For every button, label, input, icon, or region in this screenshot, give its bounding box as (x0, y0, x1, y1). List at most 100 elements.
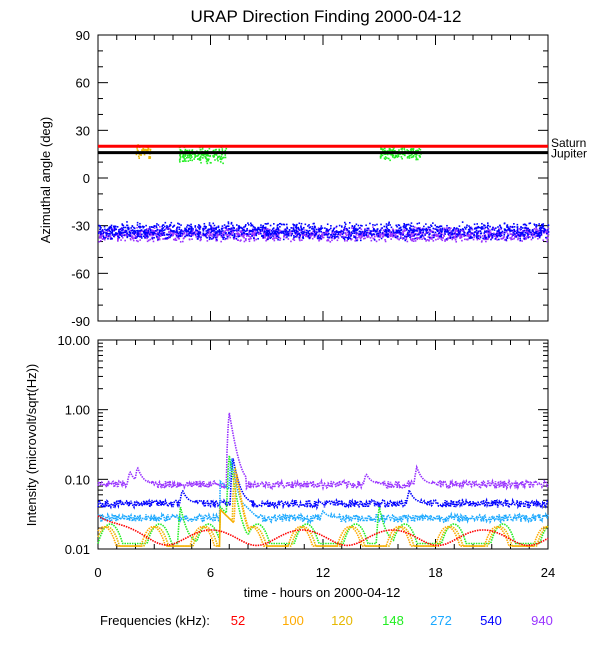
azimuth-point-540 (222, 230, 224, 232)
azimuth-point-540 (399, 229, 401, 232)
azimuth-point-940 (200, 238, 202, 241)
azimuth-point-540 (128, 230, 131, 233)
azimuth-point-540 (110, 237, 113, 239)
azimuth-point-940 (203, 228, 206, 230)
azimuth-point-940 (222, 232, 225, 234)
azimuth-point-540 (364, 230, 367, 233)
azimuth-point-940 (364, 233, 366, 236)
azimuth-point-540 (302, 230, 304, 233)
azimuth-point-540 (342, 230, 344, 233)
azimuth-point-540 (292, 223, 294, 226)
azimuth-point-540 (100, 232, 102, 235)
azimuth-point-540 (317, 236, 319, 238)
azimuth-point-540 (519, 237, 521, 240)
azimuth-point-540 (137, 231, 139, 233)
azimuth-point-540 (385, 226, 388, 229)
azimuth-point-940 (290, 240, 292, 243)
azimuth-point-540 (264, 223, 267, 225)
azimuth-point-540 (363, 232, 365, 235)
azimuth-point-540 (213, 224, 216, 227)
azimuth-point-940 (529, 236, 531, 238)
azimuth-point-540 (309, 226, 312, 228)
azimuth-point-540 (189, 225, 192, 228)
azimuth-point-540 (232, 224, 234, 227)
azimuth-point-940 (449, 234, 451, 236)
azimuth-point-148 (411, 148, 414, 151)
azimuth-point-940 (206, 233, 209, 236)
azimuth-point-540 (270, 229, 273, 232)
azimuth-point-540 (347, 238, 349, 240)
azimuth-point-540 (400, 229, 403, 231)
azimuth-point-540 (407, 231, 409, 234)
azimuth-point-148 (188, 156, 190, 159)
azimuth-point-148 (187, 160, 190, 162)
azimuth-point-148 (394, 156, 397, 159)
azimuth-point-940 (318, 238, 321, 241)
azimuth-point-940 (172, 234, 174, 237)
azimuth-point-940 (143, 233, 146, 235)
azimuth-point-940 (145, 230, 148, 233)
azimuth-point-940 (107, 229, 110, 232)
azimuth-point-540 (419, 231, 421, 233)
azimuth-point-540 (136, 232, 139, 234)
azimuth-point-540 (108, 227, 111, 230)
azimuth-point-940 (359, 237, 362, 240)
azimuth-point-940 (469, 234, 472, 237)
azimuth-point-540 (307, 230, 309, 233)
azimuth-point-540 (177, 222, 179, 225)
azimuth-point-540 (451, 230, 453, 232)
azimuth-point-540 (499, 233, 502, 235)
azimuth-point-940 (470, 226, 472, 229)
azimuth-point-940 (442, 236, 444, 239)
azimuth-point-540 (320, 237, 322, 240)
azimuth-point-940 (472, 232, 475, 234)
azimuth-point-148 (207, 154, 210, 157)
azimuth-point-540 (200, 236, 202, 238)
azimuth-point-940 (417, 230, 419, 232)
azimuth-point-940 (413, 226, 416, 228)
azimuth-point-940 (431, 230, 434, 233)
azimuth-point-540 (385, 234, 388, 237)
azimuth-point-540 (473, 231, 476, 233)
azimuth-point-540 (429, 226, 431, 229)
azimuth-point-940 (454, 239, 457, 241)
azimuth-point-540 (169, 224, 172, 227)
azimuth-point-540 (541, 229, 543, 232)
azimuth-point-540 (150, 231, 152, 233)
azimuth-point-940 (391, 228, 394, 231)
azimuth-point-540 (144, 233, 146, 235)
azimuth-point-540 (359, 239, 362, 242)
azimuth-point-540 (246, 233, 248, 235)
azimuth-point-540 (346, 236, 349, 239)
azimuth-point-540 (514, 233, 516, 235)
azimuth-point-940 (309, 234, 312, 237)
azimuth-point-940 (467, 235, 470, 238)
azimuth-point-540 (232, 236, 235, 239)
azimuth-point-940 (209, 234, 211, 236)
azimuth-point-540 (475, 236, 478, 239)
azimuth-point-148 (184, 153, 187, 156)
azimuth-point-940 (327, 238, 329, 241)
azimuth-point-540 (131, 229, 134, 232)
azimuth-point-540 (477, 237, 480, 240)
azimuth-point-940 (443, 232, 446, 234)
azimuth-point-540 (413, 234, 416, 237)
azimuth-point-540 (294, 232, 297, 234)
azimuth-point-540 (184, 235, 186, 238)
azimuth-point-540 (230, 230, 232, 233)
azimuth-point-540 (178, 223, 181, 225)
azimuth-point-120 (149, 157, 151, 159)
azimuth-point-540 (293, 230, 296, 233)
azimuth-point-540 (313, 231, 316, 233)
azimuth-point-940 (358, 236, 360, 238)
azimuth-point-540 (348, 227, 351, 229)
azimuth-point-540 (429, 233, 431, 235)
azimuth-point-540 (261, 226, 263, 229)
azimuth-point-540 (126, 236, 129, 239)
azimuth-point-540 (295, 227, 298, 230)
azimuth-point-540 (113, 229, 116, 232)
azimuth-point-540 (121, 223, 124, 225)
azimuth-point-940 (181, 233, 184, 236)
azimuth-point-540 (428, 236, 431, 239)
azimuth-point-940 (510, 237, 512, 239)
